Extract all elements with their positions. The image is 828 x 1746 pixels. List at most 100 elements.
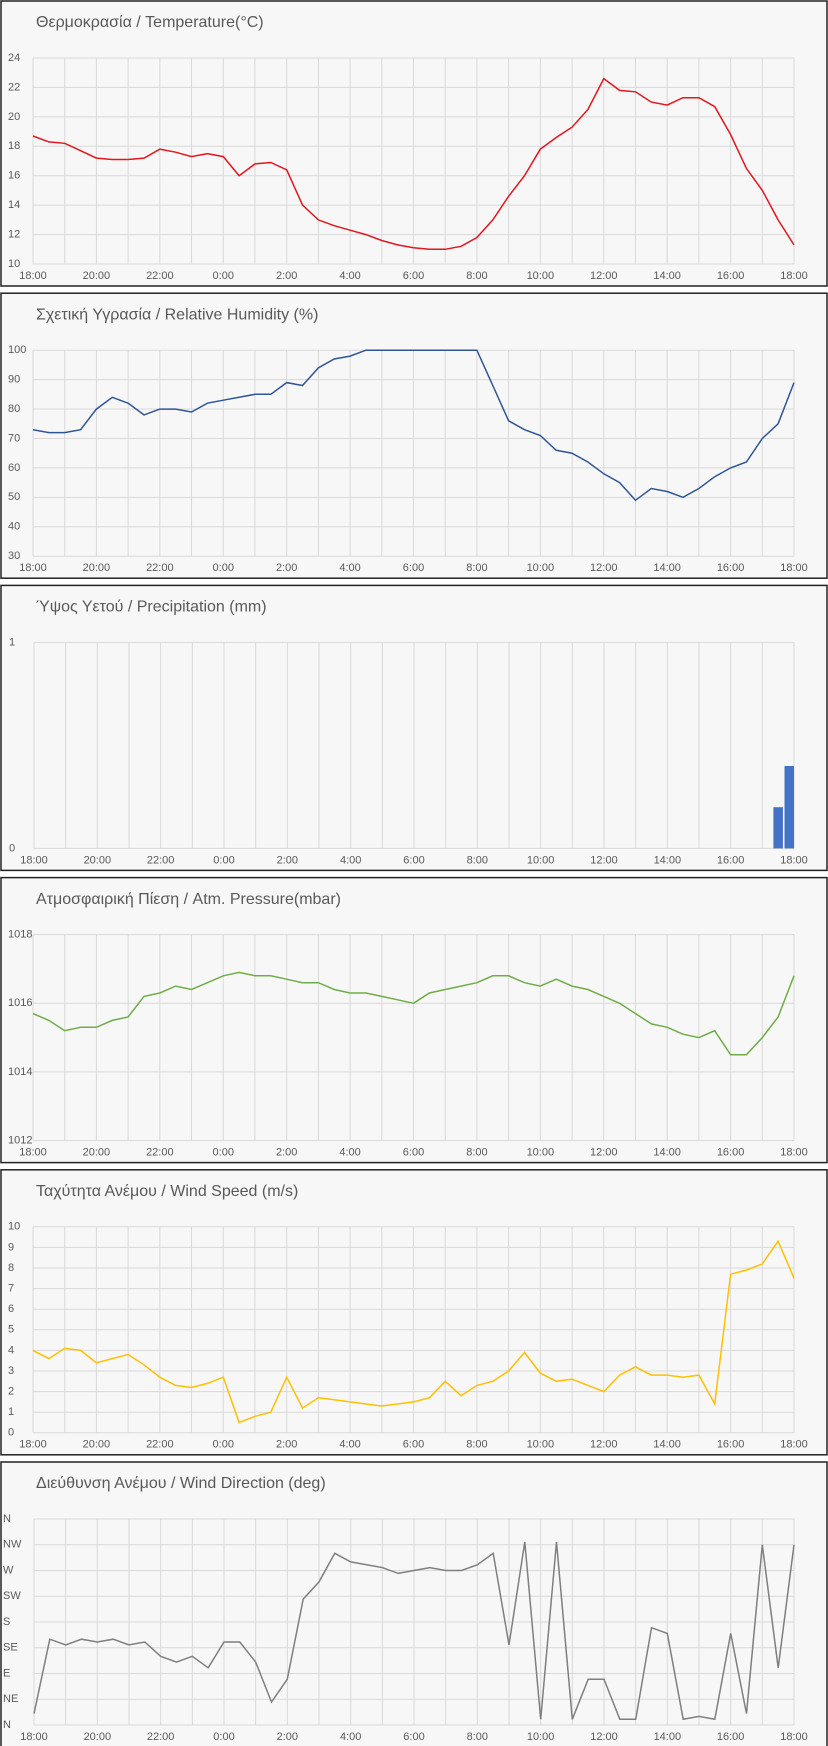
x-tick-label: 0:00 (213, 270, 234, 282)
y-tick-label: 20 (8, 111, 20, 123)
x-tick-label: 4:00 (340, 1731, 361, 1743)
y-tick-label: 6 (8, 1303, 14, 1315)
y-tick-label: NW (3, 1539, 22, 1551)
x-tick-label: 6:00 (403, 1147, 424, 1159)
x-tick-label: 8:00 (466, 270, 487, 282)
x-tick-label: 16:00 (717, 854, 745, 866)
y-tick-label: 1 (8, 1406, 14, 1418)
x-tick-label: 20:00 (83, 1439, 111, 1451)
y-tick-label: 90 (8, 374, 20, 386)
x-tick-label: 12:00 (590, 1147, 618, 1159)
y-tick-label: 18 (8, 140, 20, 152)
chart-title: Ταχύτητα Ανέμου / Wind Speed (m/s) (36, 1183, 298, 1200)
y-tick-label: 70 (8, 432, 20, 444)
x-tick-label: 22:00 (146, 1439, 174, 1451)
x-tick-label: 18:00 (19, 270, 47, 282)
y-tick-label: 9 (8, 1241, 14, 1253)
y-tick-label: 3 (8, 1365, 14, 1377)
x-tick-label: 16:00 (717, 1439, 745, 1451)
x-tick-label: 12:00 (590, 562, 618, 574)
x-tick-label: 18:00 (20, 1731, 48, 1743)
y-tick-label: 1014 (8, 1066, 32, 1078)
x-tick-label: 20:00 (83, 562, 111, 574)
y-tick-label: 16 (8, 170, 20, 182)
chart-title: Διεύθυνση Ανέμου / Wind Direction (deg) (36, 1475, 326, 1492)
x-tick-label: 10:00 (527, 1147, 555, 1159)
x-tick-label: 6:00 (403, 854, 424, 866)
y-tick-label: 60 (8, 462, 20, 474)
x-tick-label: 18:00 (780, 1439, 808, 1451)
x-tick-label: 6:00 (403, 1731, 424, 1743)
y-tick-label: SE (3, 1642, 18, 1654)
x-tick-label: 0:00 (213, 1439, 234, 1451)
data-line (32, 1239, 795, 1424)
y-tick-label: 10 (8, 1221, 20, 1233)
x-tick-label: 22:00 (147, 854, 175, 866)
x-tick-label: 4:00 (340, 854, 361, 866)
x-tick-label: 6:00 (403, 562, 424, 574)
x-tick-label: 14:00 (654, 854, 682, 866)
y-tick-label: NE (3, 1693, 18, 1705)
x-tick-label: 14:00 (654, 1731, 682, 1743)
x-tick-label: 22:00 (146, 270, 174, 282)
x-tick-label: 12:00 (590, 270, 618, 282)
bar (773, 807, 783, 849)
chart-title: Ύψος Υετού / Precipitation (mm) (36, 599, 267, 616)
x-tick-label: 2:00 (276, 1147, 297, 1159)
y-tick-label: S (3, 1616, 10, 1628)
x-tick-label: 22:00 (146, 1147, 174, 1159)
x-tick-label: 4:00 (339, 1147, 360, 1159)
y-tick-label: 4 (8, 1344, 14, 1356)
x-tick-label: 12:00 (590, 854, 618, 866)
data-line (32, 349, 795, 502)
x-tick-label: 6:00 (403, 270, 424, 282)
x-tick-label: 18:00 (780, 562, 808, 574)
chart-title: Θερμοκρασία / Temperature(°C) (36, 14, 264, 31)
x-tick-label: 16:00 (717, 1147, 745, 1159)
x-tick-label: 0:00 (213, 562, 234, 574)
x-tick-label: 20:00 (83, 270, 111, 282)
data-line (32, 77, 795, 251)
x-tick-label: 8:00 (466, 1439, 487, 1451)
y-tick-label: 0 (9, 842, 15, 854)
y-tick-label: 1012 (8, 1135, 32, 1147)
chart-title: Σχετική Υγρασία / Relative Humidity (%) (36, 306, 318, 323)
x-tick-label: 2:00 (276, 1439, 297, 1451)
x-tick-label: 8:00 (466, 562, 487, 574)
x-tick-label: 16:00 (717, 1731, 745, 1743)
x-tick-label: 2:00 (277, 1731, 298, 1743)
y-tick-label: N (3, 1719, 11, 1731)
data-line (33, 1541, 795, 1721)
x-tick-label: 10:00 (527, 1731, 555, 1743)
y-tick-label: E (3, 1667, 10, 1679)
x-tick-label: 0:00 (213, 1731, 234, 1743)
y-tick-label: 8 (8, 1262, 14, 1274)
x-tick-label: 10:00 (527, 854, 555, 866)
x-tick-label: 8:00 (467, 1731, 488, 1743)
y-tick-label: W (3, 1564, 14, 1576)
x-tick-label: 12:00 (590, 1439, 618, 1451)
x-tick-label: 18:00 (780, 1731, 808, 1743)
y-tick-label: 7 (8, 1283, 14, 1295)
x-tick-label: 16:00 (717, 562, 745, 574)
y-tick-label: 100 (8, 344, 26, 356)
x-tick-label: 20:00 (84, 1731, 112, 1743)
x-tick-label: 4:00 (339, 1439, 360, 1451)
x-tick-label: 10:00 (527, 1439, 555, 1451)
x-tick-label: 8:00 (466, 1147, 487, 1159)
y-tick-label: 50 (8, 491, 20, 503)
x-tick-label: 18:00 (780, 270, 808, 282)
y-tick-label: 40 (8, 521, 20, 533)
x-tick-label: 2:00 (276, 270, 297, 282)
x-tick-label: 14:00 (653, 1147, 681, 1159)
x-tick-label: 18:00 (19, 1439, 47, 1451)
x-tick-label: 22:00 (146, 562, 174, 574)
x-tick-label: 20:00 (83, 1147, 111, 1159)
data-line (32, 971, 795, 1056)
x-tick-label: 4:00 (339, 270, 360, 282)
y-tick-label: 1018 (8, 929, 32, 941)
x-tick-label: 8:00 (467, 854, 488, 866)
x-tick-label: 22:00 (147, 1731, 175, 1743)
x-tick-label: 14:00 (653, 562, 681, 574)
x-tick-label: 18:00 (19, 1147, 47, 1159)
